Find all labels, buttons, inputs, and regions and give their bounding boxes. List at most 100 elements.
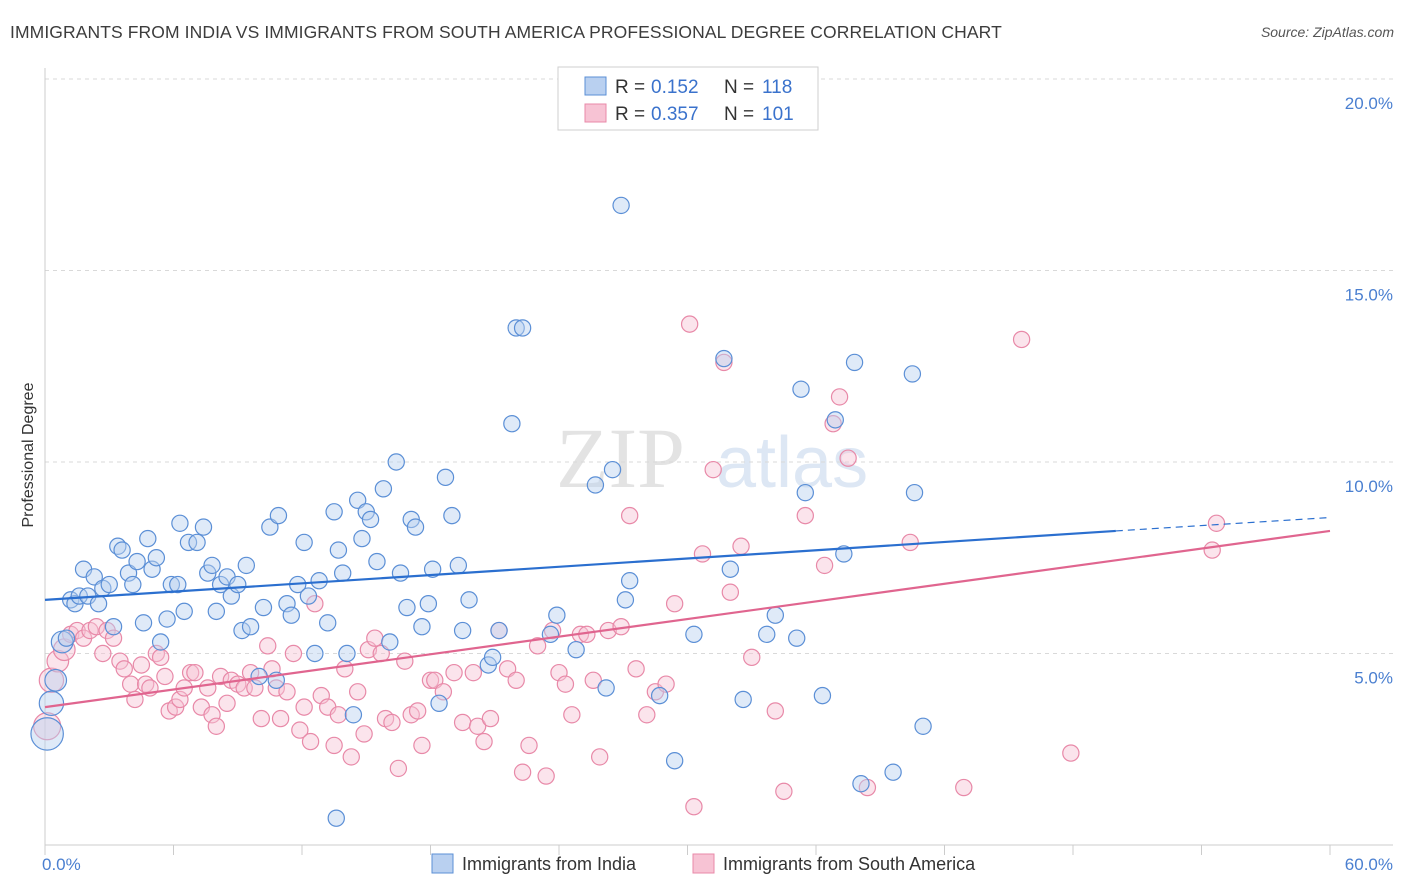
- india-point: [406, 518, 425, 536]
- south-america-point: [151, 648, 170, 667]
- south-america-point: [665, 595, 684, 613]
- india-point: [171, 514, 189, 532]
- india-point: [513, 319, 532, 337]
- india-point: [721, 560, 740, 578]
- series-south-america: [33, 315, 1226, 816]
- south-america-point: [383, 713, 401, 732]
- watermark-zip: ZIP: [556, 410, 685, 506]
- india-point: [361, 510, 380, 529]
- legend-swatch-india: [584, 76, 607, 96]
- india-point: [603, 460, 622, 479]
- india-point: [503, 415, 521, 433]
- south-america-point: [453, 713, 472, 732]
- south-america-point: [301, 732, 320, 751]
- south-america-point: [271, 709, 290, 728]
- south-america-point: [693, 545, 712, 563]
- chart-title: IMMIGRANTS FROM INDIA VS IMMIGRANTS FROM…: [10, 22, 1002, 42]
- south-america-point: [426, 671, 444, 690]
- south-america-point: [94, 644, 112, 663]
- top-legend: R = 0.152 N = 118 R = 0.357 N = 101: [557, 66, 819, 131]
- india-point: [436, 468, 455, 487]
- south-america-point: [396, 652, 414, 670]
- south-america-point: [218, 694, 236, 712]
- india-point: [507, 319, 525, 337]
- south-america-point: [246, 679, 264, 697]
- south-america-point: [732, 537, 750, 555]
- south-america-point: [342, 748, 360, 766]
- south-america-point: [528, 637, 547, 655]
- south-america-point: [413, 736, 431, 755]
- india-point: [758, 625, 776, 644]
- south-america-point: [796, 506, 814, 525]
- y-tick-label-15: 15.0%: [1345, 286, 1393, 305]
- india-point: [151, 633, 170, 651]
- y-tick-label-5: 5.0%: [1354, 669, 1393, 688]
- legend-r-value-sa: 0.357: [651, 104, 699, 125]
- axes: 5.0% 10.0% 15.0% 20.0%: [44, 68, 1393, 855]
- india-point: [430, 694, 448, 712]
- india-point: [914, 717, 932, 735]
- south-america-point: [132, 656, 151, 674]
- legend-r-value-india: 0.152: [651, 77, 699, 98]
- india-point: [269, 506, 288, 525]
- y-axis-label: Professional Degree: [20, 382, 37, 527]
- india-point: [715, 349, 733, 368]
- south-america-point: [252, 709, 271, 728]
- india-point: [398, 598, 416, 617]
- south-america-point: [199, 679, 217, 697]
- india-point: [207, 602, 226, 621]
- y-tick-label-20: 20.0%: [1345, 94, 1393, 113]
- south-america-point: [638, 706, 656, 724]
- india-point: [368, 552, 386, 571]
- trend-line-south-america: [44, 529, 1331, 709]
- bottom-legend-india: Immigrants from India: [462, 854, 637, 874]
- south-america-point: [537, 767, 555, 785]
- india-point: [237, 556, 256, 575]
- india-point: [788, 629, 806, 647]
- south-america-point: [156, 667, 174, 686]
- south-america-point: [336, 660, 354, 678]
- series-india: [30, 196, 932, 827]
- south-america-point: [121, 675, 140, 693]
- india-point: [261, 518, 279, 536]
- south-america-point: [513, 763, 532, 781]
- south-america-point: [115, 660, 133, 678]
- south-america-point: [46, 649, 70, 673]
- india-point: [387, 453, 405, 471]
- india-point: [586, 476, 605, 494]
- india-point: [419, 595, 438, 613]
- india-point: [295, 533, 313, 552]
- south-america-point: [507, 671, 525, 690]
- south-america-point: [291, 721, 309, 739]
- south-america-point: [434, 683, 453, 701]
- india-point: [329, 541, 348, 559]
- india-point: [282, 606, 300, 624]
- south-america-point: [1012, 330, 1031, 349]
- india-point: [241, 617, 260, 636]
- south-america-point: [839, 449, 857, 467]
- india-point: [826, 411, 844, 429]
- south-america-point: [186, 663, 204, 682]
- india-point: [57, 629, 76, 647]
- south-america-point: [355, 725, 373, 743]
- india-point: [169, 575, 187, 594]
- south-america-point: [955, 778, 973, 797]
- legend-swatch-sa: [584, 103, 607, 123]
- india-point: [391, 564, 410, 582]
- y-tick-label-10: 10.0%: [1345, 477, 1393, 496]
- south-america-point: [715, 353, 733, 372]
- south-america-point: [181, 663, 200, 682]
- south-america-point: [284, 644, 303, 663]
- india-point: [665, 752, 684, 770]
- south-america-point: [556, 675, 575, 693]
- trend-line-india: [44, 529, 1116, 601]
- india-point: [443, 506, 461, 525]
- south-america-point: [1207, 514, 1226, 532]
- india-point: [620, 572, 639, 590]
- south-america-point: [329, 706, 348, 724]
- x-tick-min: 0.0%: [42, 855, 81, 874]
- legend-r-label-sa: R =: [615, 104, 645, 125]
- trend-lines: [44, 516, 1331, 709]
- india-point: [903, 365, 922, 383]
- south-america-point: [278, 683, 296, 701]
